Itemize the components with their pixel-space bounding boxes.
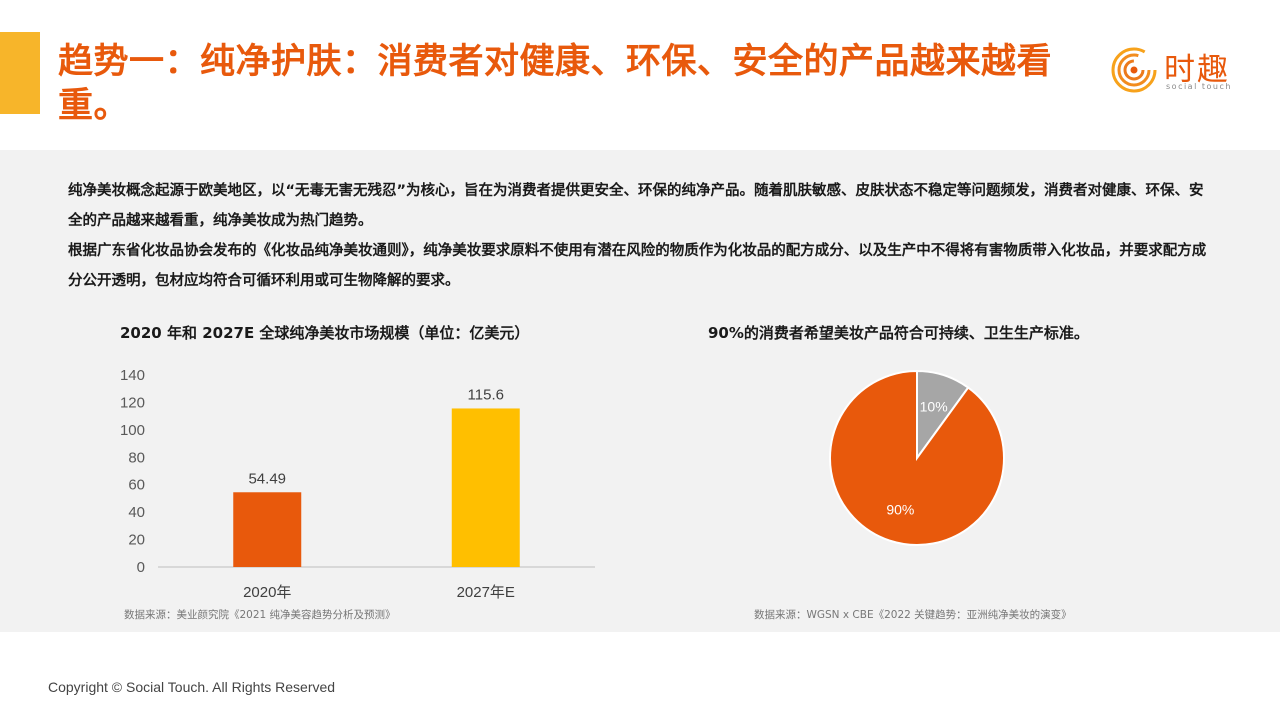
x-tick-label-1: 2027年E [457,584,515,601]
title-accent-bar [0,32,40,114]
bar-value-label-1: 115.6 [468,386,504,403]
content-panel [0,150,1280,632]
pie-chart-source: 数据来源：WGSN x CBE《2022 关键趋势：亚洲纯净美妆的演变》 [754,609,1072,621]
y-tick-label-7: 140 [120,367,145,384]
page-title: 趋势一：纯净护肤：消费者对健康、环保、安全的产品越来越看重。 [58,42,1053,126]
pie-slice-label-1: 90% [886,501,914,517]
brand-logo: 时趣 social touch [1110,46,1240,96]
pie-slice-1 [829,369,1005,546]
copyright-footer: Copyright © Social Touch. All Rights Res… [48,679,336,695]
logo-subtext: social touch [1166,82,1232,91]
y-tick-label-0: 0 [137,559,145,576]
spiral-logo-icon [1111,47,1157,93]
bar-1 [451,408,520,567]
bar-chart: 0 20 40 60 80 100 120 140 54.49 2020年 115.6 2027年E [120,367,595,601]
bar-value-label-0: 54.49 [248,470,286,487]
bar-chart-source: 数据来源：美业颜究院《2021 纯净美容趋势分析及预测》 [124,609,396,621]
y-tick-label-2: 40 [128,504,145,521]
y-tick-label-6: 120 [120,394,145,411]
logo-wordmark: 时趣 [1164,52,1230,88]
y-tick-label-1: 20 [128,532,145,549]
pie-slice-label-0: 10% [920,399,948,415]
x-tick-label-0: 2020年 [243,584,291,601]
y-tick-label-5: 100 [120,422,145,439]
bar-chart-title: 2020 年和 2027E 全球纯净美妆市场规模（单位：亿美元） [120,324,530,342]
pie-chart: 10% 90% [829,369,1005,546]
bar-0 [233,492,302,567]
y-tick-label-3: 60 [128,477,145,494]
intro-paragraph-1: 纯净美妆概念起源于欧美地区，以“无毒无害无残忍”为核心，旨在为消费者提供更安全、… [68,183,1204,229]
y-tick-label-4: 80 [128,449,145,466]
pie-chart-title: 90%的消费者希望美妆产品符合可持续、卫生生产标准。 [708,324,1089,342]
intro-text: 纯净美妆概念起源于欧美地区，以“无毒无害无残忍”为核心，旨在为消费者提供更安全、… [68,176,1218,296]
intro-paragraph-2: 根据广东省化妆品协会发布的《化妆品纯净美妆通则》，纯净美妆要求原料不使用有潜在风… [68,243,1207,289]
